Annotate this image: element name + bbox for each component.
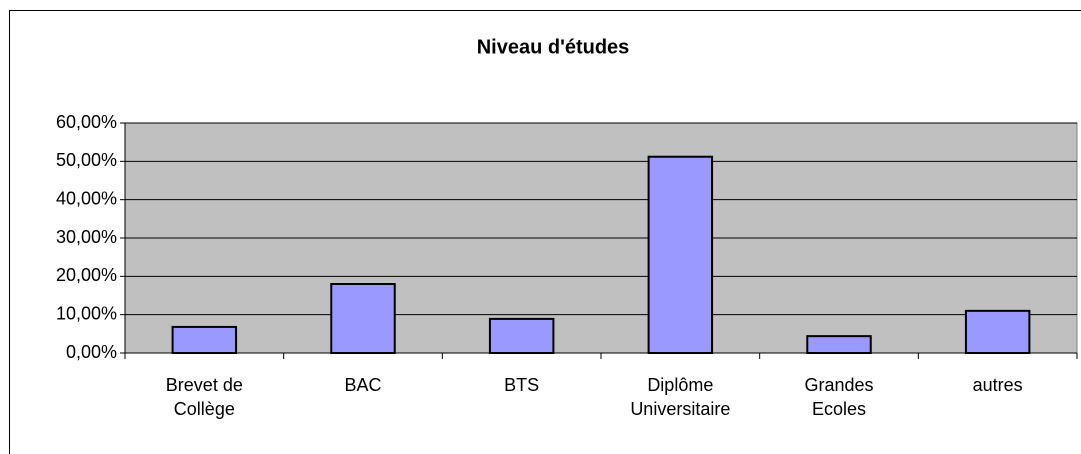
- x-tick-label: autres: [972, 375, 1023, 395]
- y-tick-label: 30,00%: [56, 227, 117, 247]
- y-tick-label: 60,00%: [56, 112, 117, 132]
- bar: [488, 317, 555, 354]
- x-tick-label: BAC: [344, 375, 382, 395]
- bar: [330, 283, 396, 354]
- x-tick-label: BTS: [504, 375, 540, 395]
- x-tick-label: Brevet de Collège: [165, 375, 243, 419]
- bar: [964, 309, 1031, 355]
- bar: [171, 325, 238, 354]
- bar: [806, 335, 872, 354]
- y-tick-label: 50,00%: [56, 150, 117, 170]
- y-tick-label: 10,00%: [56, 303, 117, 323]
- x-tick-label: Grandes Ecoles: [804, 375, 874, 419]
- y-tick-label: 0,00%: [66, 342, 117, 362]
- y-tick-label: 20,00%: [56, 265, 117, 285]
- chart-title: Niveau d'études: [477, 36, 630, 58]
- bar: [647, 155, 714, 354]
- x-tick-label: Diplôme Universitaire: [630, 375, 731, 419]
- y-tick-label: 40,00%: [56, 188, 117, 208]
